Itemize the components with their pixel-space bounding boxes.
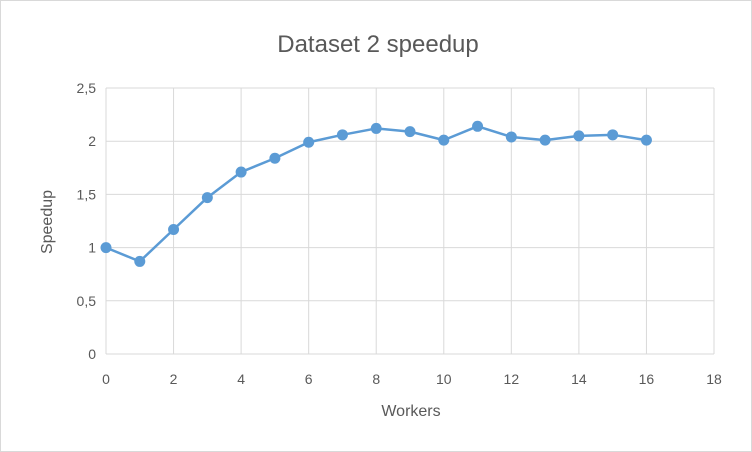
data-point [336,129,348,141]
x-tick-label: 4 [237,371,245,387]
data-point [438,134,450,146]
data-point [573,130,585,142]
data-point [607,129,619,141]
data-point [640,134,652,146]
x-tick-label: 18 [706,371,722,387]
y-tick-label: 1,5 [77,186,97,202]
data-point [235,166,247,178]
y-tick-label: 2,5 [77,80,97,96]
data-point [404,126,416,138]
y-tick-label: 0 [88,346,96,362]
x-tick-label: 2 [170,371,178,387]
x-tick-label: 16 [639,371,655,387]
data-point [201,192,213,204]
y-tick-label: 2 [88,133,96,149]
y-axis-title: Speedup [39,190,56,254]
data-point [303,136,315,148]
x-tick-labels: 0 2 4 6 8 10 12 14 16 18 [102,371,722,387]
x-tick-label: 14 [571,371,587,387]
x-axis-title: Workers [381,403,440,420]
y-tick-label: 1 [88,240,96,256]
x-tick-label: 6 [305,371,313,387]
data-point [472,120,484,132]
data-point [134,255,146,267]
data-point [100,242,112,254]
x-tick-label: 8 [372,371,380,387]
y-tick-label: 0,5 [77,293,97,309]
series-speedup [100,120,652,267]
data-point [269,152,281,164]
data-point [168,224,180,236]
x-tick-label: 12 [504,371,520,387]
x-tick-label: 10 [436,371,452,387]
data-point [370,122,382,134]
y-tick-labels: 0 0,5 1 1,5 2 2,5 [77,80,97,362]
data-point [505,131,517,143]
data-point [539,134,551,146]
x-tick-label: 0 [102,371,110,387]
chart-title: Dataset 2 speedup [277,31,478,58]
